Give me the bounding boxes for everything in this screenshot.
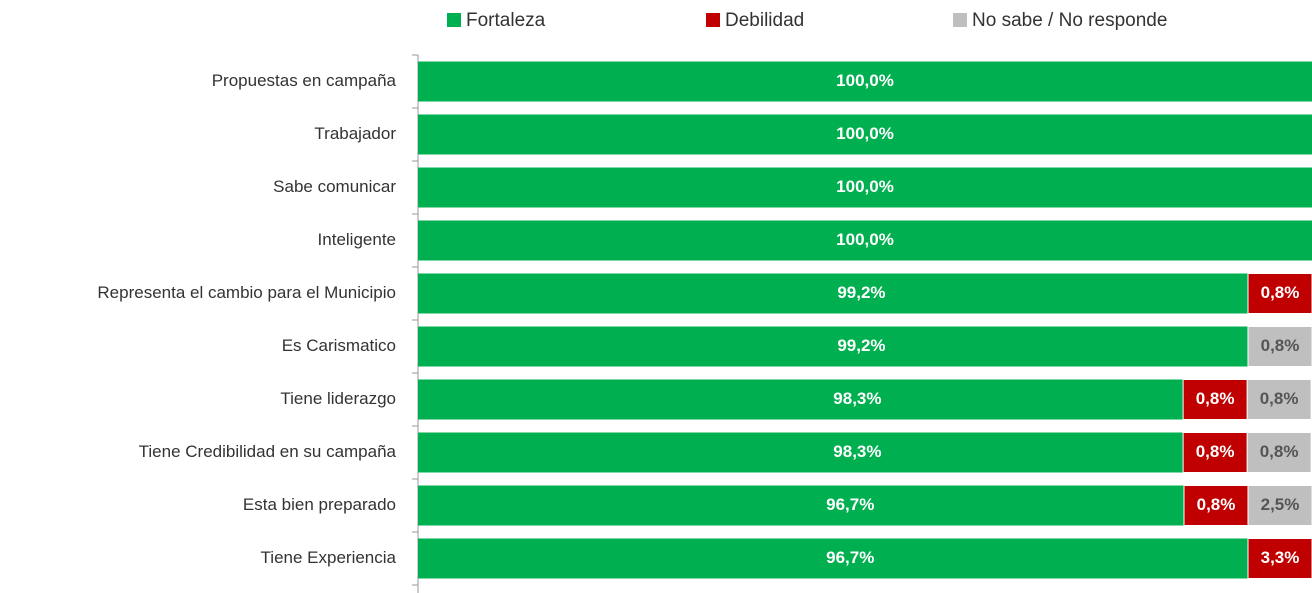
value-label: 100,0% bbox=[836, 177, 894, 196]
value-label: 98,3% bbox=[833, 442, 881, 461]
legend-swatch bbox=[706, 13, 720, 27]
legend-label: No sabe / No responde bbox=[972, 10, 1167, 31]
y-tick-label: Representa el cambio para el Municipio bbox=[97, 283, 396, 302]
y-tick-label: Tiene liderazgo bbox=[280, 389, 396, 408]
value-label: 3,3% bbox=[1261, 548, 1300, 567]
value-label: 98,3% bbox=[833, 389, 881, 408]
value-label: 96,7% bbox=[826, 495, 874, 514]
value-label: 96,7% bbox=[826, 548, 874, 567]
value-label: 99,2% bbox=[837, 283, 885, 302]
y-tick-label: Tiene Credibilidad en su campaña bbox=[139, 442, 397, 461]
y-tick-label: Propuestas en campaña bbox=[212, 71, 397, 90]
legend-swatch bbox=[953, 13, 967, 27]
value-label: 100,0% bbox=[836, 124, 894, 143]
value-label: 0,8% bbox=[1261, 336, 1300, 355]
value-label: 0,8% bbox=[1261, 283, 1300, 302]
value-label: 0,8% bbox=[1196, 442, 1235, 461]
y-tick-label: Es Carismatico bbox=[282, 336, 396, 355]
value-label: 100,0% bbox=[836, 230, 894, 249]
value-label: 99,2% bbox=[837, 336, 885, 355]
legend-label: Debilidad bbox=[725, 10, 804, 31]
value-label: 0,8% bbox=[1260, 389, 1299, 408]
legend-label: Fortaleza bbox=[466, 10, 546, 31]
value-label: 0,8% bbox=[1196, 389, 1235, 408]
value-label: 0,8% bbox=[1260, 442, 1299, 461]
value-label: 2,5% bbox=[1261, 495, 1300, 514]
y-tick-label: Tiene Experiencia bbox=[261, 548, 397, 567]
y-tick-label: Esta bien preparado bbox=[243, 495, 396, 514]
chart: Fortaleza Debilidad No sabe / No responde P… bbox=[0, 0, 1312, 593]
value-label: 0,8% bbox=[1197, 495, 1236, 514]
y-tick-label: Inteligente bbox=[318, 230, 396, 249]
y-tick-label: Trabajador bbox=[314, 124, 396, 143]
value-label: 100,0% bbox=[836, 71, 894, 90]
y-tick-label: Sabe comunicar bbox=[273, 177, 396, 196]
legend-swatch bbox=[447, 13, 461, 27]
